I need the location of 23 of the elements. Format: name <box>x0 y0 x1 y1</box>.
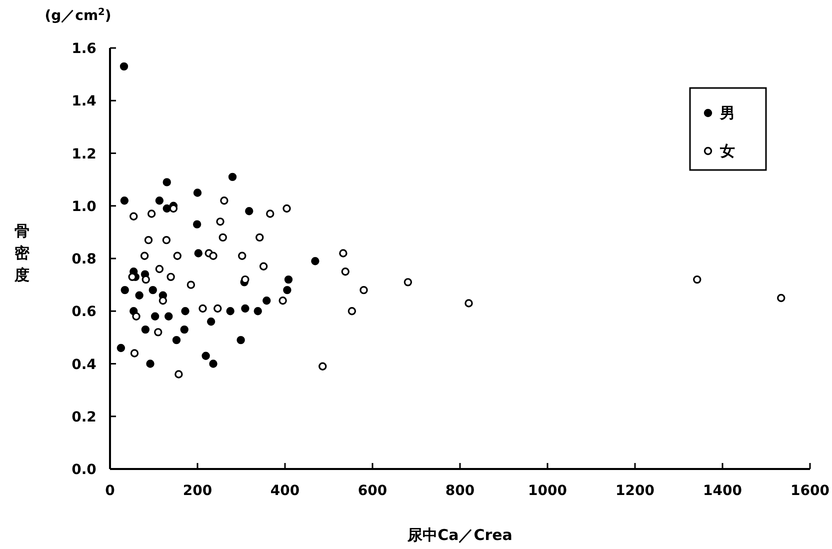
legend-label: 女 <box>719 142 735 160</box>
x-tick-label: 200 <box>182 483 212 499</box>
x-tick-label: 1400 <box>703 483 742 499</box>
y-tick-label: 0.8 <box>72 252 96 268</box>
y-tick-label: 0.4 <box>72 356 97 373</box>
y-axis-title: 骨密度 <box>14 222 30 284</box>
y-tick-label: 0.2 <box>72 409 96 426</box>
y-tick-label: 1.2 <box>72 146 96 162</box>
x-tick-label: 800 <box>445 483 475 499</box>
x-axis-title: 尿中Ca／Crea <box>406 526 512 544</box>
x-tick-label: 1600 <box>790 483 830 499</box>
y-tick-label: 1.0 <box>72 198 97 215</box>
y-tick-label: 0.6 <box>72 304 96 320</box>
x-tick-label: 400 <box>270 483 300 499</box>
y-tick-label: 0.0 <box>72 462 97 478</box>
x-tick-label: 1000 <box>528 483 568 499</box>
x-tick-label: 1200 <box>616 483 655 499</box>
legend-label: 男 <box>719 104 735 122</box>
x-tick-label: 600 <box>358 483 388 499</box>
x-tick-label: 0 <box>105 483 116 499</box>
text: (g／cm$^{2}$) <box>44 6 112 24</box>
y-tick-label: 1.6 <box>72 41 96 57</box>
y-tick-label: 1.4 <box>72 94 97 110</box>
